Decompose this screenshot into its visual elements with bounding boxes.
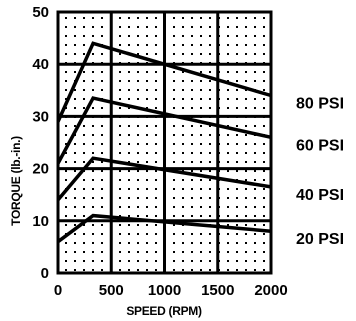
- x-tick-label: 1000: [148, 282, 181, 299]
- series-lines: [56, 41, 272, 244]
- y-tick-label: 40: [32, 56, 49, 73]
- series-label-3: 20 PSI: [296, 231, 344, 248]
- series-label-1: 60 PSI: [296, 137, 344, 154]
- series-label-0: 80 PSI: [296, 96, 344, 113]
- series-line-3: [56, 213, 272, 244]
- y-tick-label: 50: [32, 4, 49, 21]
- y-tick-label: 20: [32, 161, 49, 178]
- x-tick-labels: 0 500 1000 1500 2000: [54, 282, 288, 299]
- x-tick-label: 2000: [254, 282, 287, 299]
- y-tick-label: 0: [41, 265, 49, 282]
- series-label-2: 40 PSI: [296, 187, 344, 204]
- y-axis-label: TORQUE (lb.-in.): [9, 136, 23, 226]
- x-axis-label: SPEED (RPM): [126, 304, 202, 318]
- series-line-2: [56, 156, 272, 202]
- series-labels: 80 PSI 60 PSI 40 PSI 20 PSI: [296, 96, 344, 249]
- x-tick-label: 500: [99, 282, 124, 299]
- y-tick-label: 30: [32, 108, 49, 125]
- series-line-0: [56, 41, 272, 123]
- x-tick-label: 1500: [201, 282, 234, 299]
- y-tick-label: 10: [32, 213, 49, 230]
- y-tick-labels: 0 10 20 30 40 50: [32, 4, 49, 282]
- plot-frame: [56, 10, 273, 275]
- x-tick-label: 0: [54, 282, 62, 299]
- series-line-1: [56, 96, 272, 165]
